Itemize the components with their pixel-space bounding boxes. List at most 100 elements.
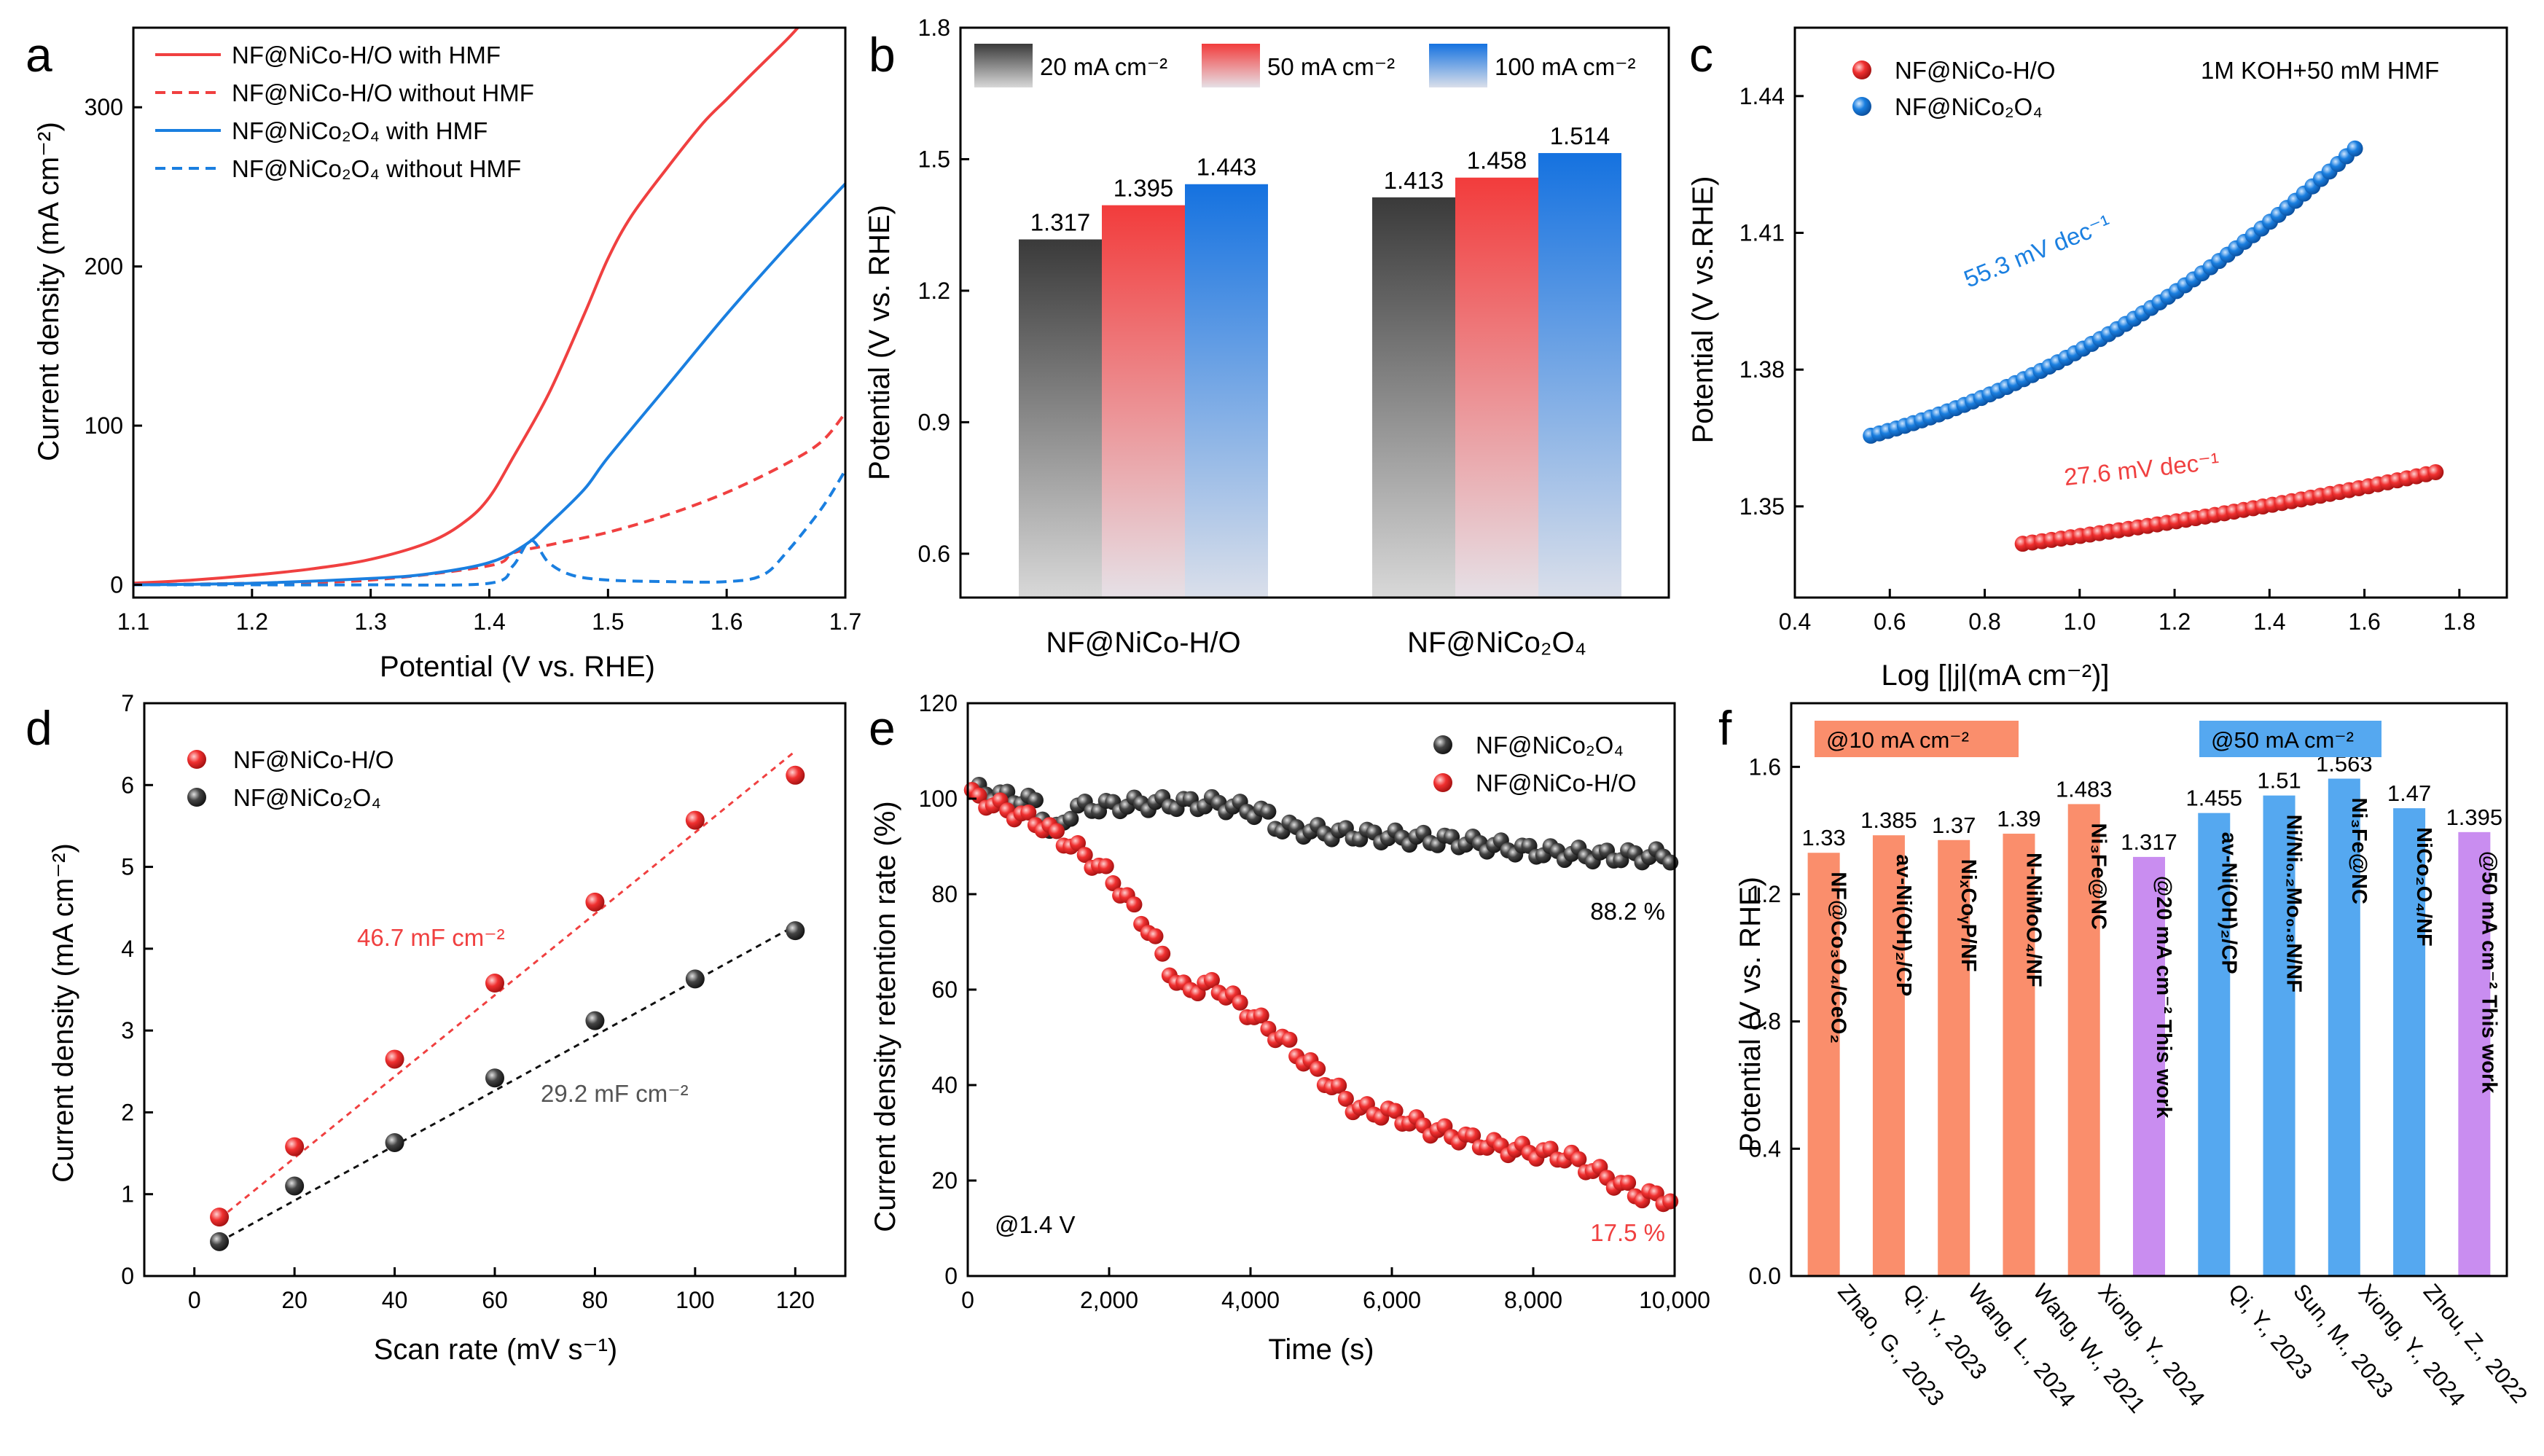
panel-e-point — [1203, 971, 1220, 988]
panel-d-fit-label-1: 29.2 mF cm⁻² — [541, 1080, 689, 1107]
panel-c-legend-label-1: NF@NiCo₂O₄ — [1895, 93, 2043, 120]
panel-e-point — [1105, 875, 1122, 892]
panel-e-legend-label-0: NF@NiCo₂O₄ — [1476, 732, 1624, 759]
panel-f-bar-text: Ni/Ni₀.₂Mo₀.₈N/NF — [2282, 815, 2306, 993]
panel-f-bar — [1872, 835, 1905, 1276]
panel-f-bar-text: NiCo₂O₄/NF — [2412, 827, 2435, 947]
panel-d-ytick-label: 5 — [121, 854, 134, 880]
panel-d-fit-line-0 — [219, 750, 797, 1220]
panel-f-bar — [2263, 795, 2296, 1276]
panel-d-point — [385, 1132, 404, 1152]
panel-b-bar-value: 1.514 — [1550, 122, 1610, 149]
panel-d-ytick-label: 7 — [121, 690, 134, 716]
panel-e-point — [1076, 847, 1093, 864]
panel-d-point — [685, 810, 705, 830]
panel-f-bar-value: 1.33 — [1801, 825, 1845, 850]
panel-c-xtick-label: 1.8 — [2443, 608, 2475, 635]
panel-f-bar — [2067, 804, 2100, 1276]
panel-e-point — [1070, 834, 1087, 851]
panel-f-bar-value: 1.37 — [1932, 813, 1976, 838]
panel-e-ytick-label: 0 — [944, 1263, 958, 1289]
panel-e-point — [1260, 803, 1277, 820]
panel-e-xtick-label: 10,000 — [1639, 1287, 1710, 1313]
panel-e-xtick-label: 0 — [961, 1287, 974, 1313]
panel-c-legend-marker-0 — [1852, 60, 1871, 79]
panel-d-point — [485, 1068, 504, 1088]
panel-e-xtick-label: 4,000 — [1221, 1287, 1280, 1313]
panel-b-ytick-label: 1.5 — [918, 146, 950, 172]
panel-e-ytick-label: 80 — [931, 881, 958, 907]
panel-e-end-label-0: 88.2 % — [1590, 898, 1665, 925]
panel-b-ylabel: Potential (V vs. RHE) — [864, 205, 896, 480]
panel-label-a: a — [26, 28, 52, 82]
panel-f-bar-text: av-Ni(OH)₂/CP — [2217, 832, 2240, 974]
panel-f-group-label-0: @10 mA cm⁻² — [1826, 727, 1969, 753]
panel-e-end-label-1: 17.5 % — [1590, 1219, 1665, 1246]
panel-b-frame — [959, 26, 1670, 599]
panel-f-bar — [2328, 778, 2360, 1276]
panel-e-ytick-label: 100 — [919, 786, 958, 812]
panel-e-legend-marker-0 — [1433, 735, 1452, 754]
panel-f-bar-value: 1.317 — [2121, 829, 2177, 855]
panel-e-xtick-label: 6,000 — [1363, 1287, 1421, 1313]
panel-d-xlabel: Scan rate (mV s⁻¹) — [374, 1334, 618, 1366]
panel-b-category-label: NF@NiCo-H/O — [1046, 627, 1240, 659]
panel-b-bar — [1538, 153, 1621, 598]
panel-b-bar — [1019, 239, 1102, 597]
panel-f-group-label-box-0 — [1815, 721, 2019, 757]
panel-d-ytick-label: 0 — [121, 1263, 134, 1289]
panel-d-fit-label-0: 46.7 mF cm⁻² — [357, 924, 505, 951]
panel-e-ytick-label: 40 — [931, 1072, 958, 1098]
panel-c-frame — [1793, 26, 2508, 599]
panel-e-point — [1387, 1103, 1404, 1119]
panel-a-frame — [132, 26, 847, 599]
panel-c-xtick-label: 0.4 — [1779, 608, 1811, 635]
panel-e-xlabel: Time (s) — [1268, 1334, 1374, 1366]
panel-e-point — [1662, 854, 1679, 871]
panel-e-point — [1465, 1127, 1482, 1144]
panel-f-ylabel: Potential (V vs. RHE) — [1734, 877, 1766, 1152]
panel-e-point — [1337, 1090, 1354, 1107]
panel-e-ytick-label: 20 — [931, 1167, 958, 1194]
panel-f-bar — [2393, 808, 2426, 1276]
panel-d-fit-line-1 — [219, 924, 797, 1243]
panel-a-line-3 — [133, 469, 845, 587]
panel-e-point — [1310, 1060, 1326, 1077]
panel-d-xtick-label: 60 — [482, 1287, 508, 1313]
panel-f-bar-text: Ni₃Fe@NC — [2347, 797, 2371, 904]
panel-b-bar — [1372, 197, 1455, 597]
panel-a-xtick-label: 1.5 — [592, 608, 624, 635]
panel-d-xtick-label: 20 — [281, 1287, 308, 1313]
panel-e-ytick-label: 60 — [931, 976, 958, 1003]
panel-f-bar-value: 1.455 — [2185, 786, 2242, 811]
panel-e-point — [1662, 1193, 1679, 1210]
panel-d-xtick-label: 80 — [582, 1287, 608, 1313]
panel-a-xtick-label: 1.6 — [711, 608, 743, 635]
panel-f-ytick-label: 0.4 — [1749, 1135, 1781, 1162]
panel-c-ytick-label: 1.38 — [1739, 356, 1785, 383]
panel-a-xlabel: Potential (V vs. RHE) — [380, 651, 655, 683]
panel-f-bar-text: Ni₃Fe@NC — [2087, 823, 2110, 929]
panel-f-ytick-label: 0.0 — [1749, 1263, 1781, 1289]
panel-label-b: b — [869, 28, 896, 82]
panel-b-bar-value: 1.395 — [1114, 175, 1174, 202]
panel-c-xtick-label: 1.4 — [2253, 608, 2285, 635]
panel-d-legend-marker-0 — [187, 750, 206, 769]
panel-e-point — [1232, 994, 1248, 1011]
panel-e-xtick-label: 8,000 — [1504, 1287, 1562, 1313]
panel-e-point — [1154, 945, 1171, 962]
panel-c-xtick-label: 1.0 — [2064, 608, 2096, 635]
panel-c-condition: 1M KOH+50 mM HMF — [2201, 57, 2439, 84]
panel-f-bar — [1807, 853, 1840, 1276]
panel-a-xtick-label: 1.3 — [354, 608, 386, 635]
panel-a-line-2 — [133, 182, 845, 587]
panel-e-condition: @1.4 V — [995, 1211, 1076, 1238]
panel-c-slope-label-1: 55.3 mV dec⁻¹ — [1960, 209, 2115, 292]
panel-b-legend-label-2: 100 mA cm⁻² — [1495, 53, 1635, 80]
panel-a-line-0 — [133, 28, 799, 585]
panel-f-bar — [2198, 813, 2231, 1276]
panel-b-bar — [1102, 205, 1185, 598]
panel-c-ytick-label: 1.41 — [1739, 220, 1785, 246]
panel-c-xtick-label: 0.8 — [1968, 608, 2000, 635]
